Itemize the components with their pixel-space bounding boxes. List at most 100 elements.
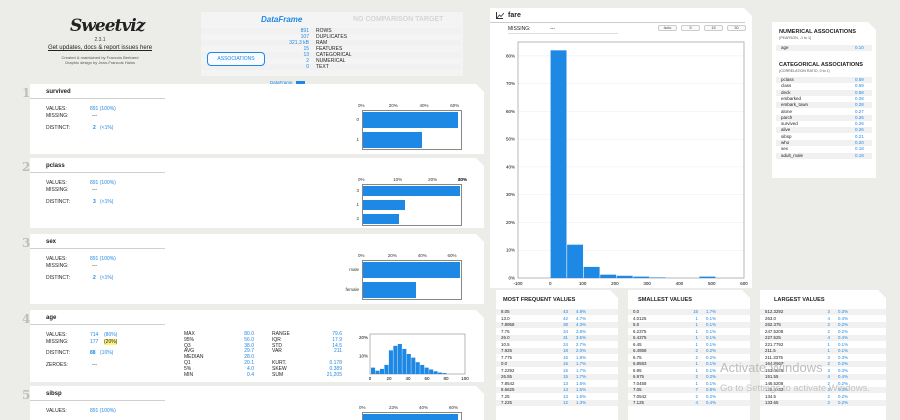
value-count: 2 (827, 400, 830, 405)
bin-button-auto[interactable]: Auto (658, 25, 677, 31)
y-tick-label: 20% (506, 220, 515, 225)
stat-name: MIN (184, 371, 194, 378)
category-bar (363, 214, 399, 224)
value-count: 2 (827, 328, 830, 334)
value-text: 7.0458 (633, 380, 647, 386)
histogram-bar (384, 365, 388, 374)
missing-count: 177 (90, 339, 99, 345)
value-count: 16 (563, 354, 568, 360)
association-row[interactable]: sex 0.18 (776, 146, 872, 152)
association-row[interactable]: survived 0.26 (776, 121, 872, 127)
association-row[interactable]: alone 0.27 (776, 109, 872, 115)
axis-tick-label: 40% (458, 177, 468, 182)
stat-row: MAX 80.0 (184, 331, 254, 337)
association-name: who (781, 140, 790, 145)
value-row: 7.75 34 3.8% (496, 329, 618, 335)
value-percent: 0.2% (838, 400, 849, 405)
bin-button-5[interactable]: 5 (681, 25, 700, 31)
missing-label: MISSING: (46, 187, 69, 193)
value-percent: 0.2% (706, 393, 717, 399)
x-tick-label: -100 (513, 281, 523, 286)
value-count: 1 (695, 380, 698, 386)
axis-tick-label: 50% (458, 177, 468, 182)
values-label: VALUES: (46, 408, 67, 414)
value-percent: 1.5% (576, 393, 587, 399)
association-row[interactable]: age 0.10 (776, 45, 872, 51)
association-row[interactable]: pclass 0.59 (776, 77, 872, 83)
dataframe-stat-row: 107 DUPLICATES (201, 34, 461, 40)
value-row: 227.525 4 0.4% (760, 335, 886, 341)
no-comparison-target: NO COMPARISON TARGET (353, 16, 444, 23)
value-row: 7.925 18 2.0% (496, 348, 618, 354)
value-percent: 3.8% (576, 328, 587, 334)
value-percent: 1.3% (576, 400, 587, 405)
value-count: 2 (827, 361, 830, 366)
association-row[interactable]: adult_male 0.18 (776, 153, 872, 159)
association-row[interactable]: sibsp 0.21 (776, 134, 872, 140)
stat-label: RAM (316, 40, 328, 46)
association-row[interactable]: alive 0.26 (776, 127, 872, 133)
variable-title: pclass (46, 163, 65, 169)
variable-card-survived[interactable]: survived VALUES: 891 (100%) MISSING: --- DIST… (30, 84, 484, 154)
value-row: 135.6333 3 0.3% (760, 387, 886, 393)
value-text: 6.8583 (633, 361, 647, 366)
variable-card-sex[interactable]: sex VALUES: 891 (100%) MISSING: --- DISTINCT:… (30, 234, 484, 304)
stat-name: IQR (272, 336, 281, 343)
distinct-count: 2 (93, 275, 96, 281)
variable-number: 1 (22, 86, 31, 100)
value-count: 2 (827, 322, 830, 327)
stat-value: 80.0 (244, 331, 254, 337)
variable-card-pclass[interactable]: pclass VALUES: 891 (100%) MISSING: --- DISTIN… (30, 158, 484, 228)
associations-button[interactable]: ASSOCIATIONS (207, 52, 265, 66)
bin-button-30[interactable]: 30 (727, 25, 746, 31)
value-text: 7.925 (501, 348, 512, 353)
value-text: 0.0 (501, 361, 508, 366)
association-value: 0.26 (855, 127, 864, 133)
sweetviz-logo: Sweetviz (70, 16, 145, 36)
axis-tick-label: 0% (359, 405, 366, 410)
association-row[interactable]: who 0.20 (776, 140, 872, 146)
value-row: 0.0 15 1.7% (496, 361, 618, 367)
title-underline (30, 400, 165, 401)
category-bar (363, 186, 460, 196)
stat-value: 28.0 (244, 354, 254, 361)
association-row[interactable]: deck 0.58 (776, 90, 872, 96)
stat-name: VAR (272, 348, 282, 355)
value-count: 31 (563, 335, 568, 340)
stat-row: Q1 20.1 (184, 360, 254, 366)
association-name: deck (781, 89, 791, 95)
value-text: 211.5 (765, 348, 776, 353)
value-text: 7.8542 (501, 380, 515, 386)
values-label: VALUES: (46, 180, 67, 186)
value-percent: 0.1% (838, 341, 849, 347)
bin-button-15[interactable]: 15 (704, 25, 723, 31)
stat-value: 15 (303, 46, 309, 52)
updates-link[interactable]: Get updates, docs & report issues here (47, 45, 153, 51)
value-row: 151.55 4 0.4% (760, 374, 886, 380)
association-row[interactable]: embark_town 0.28 (776, 102, 872, 108)
value-text: 7.25 (501, 393, 510, 399)
stat-name: RANGE (272, 331, 290, 337)
fare-missing-label: MISSING: (508, 26, 531, 32)
values-count: 714 (90, 332, 99, 338)
fare-title-underline (490, 22, 745, 23)
variable-card-sibsp[interactable]: sibsp VALUES: 891 (100%) 0% 23% 40% 60% (30, 386, 484, 420)
association-value: 0.27 (855, 108, 864, 114)
bar-chart-frame (362, 260, 462, 300)
value-count: 2 (827, 380, 830, 386)
value-percent: 1.7% (706, 309, 717, 314)
stat-label: DUPLICATES (316, 34, 348, 40)
x-tick-label: 40 (405, 376, 411, 381)
value-percent: 0.3% (838, 367, 849, 373)
stat-row: Q3 38.0 (184, 343, 254, 349)
x-tick-label: 500 (708, 281, 716, 286)
association-value: 0.20 (855, 140, 864, 145)
variable-card-age[interactable]: age VALUES: 714 (80%) MISSING: 177 (20%)… (30, 310, 484, 382)
variable-number: 5 (22, 388, 31, 402)
value-count: 1 (827, 348, 830, 353)
association-row[interactable]: class 0.59 (776, 83, 872, 89)
association-row[interactable]: parch 0.26 (776, 115, 872, 121)
association-row[interactable]: embarked 0.28 (776, 96, 872, 102)
missing-value: --- (92, 187, 97, 193)
stat-label: ROWS (316, 28, 332, 34)
